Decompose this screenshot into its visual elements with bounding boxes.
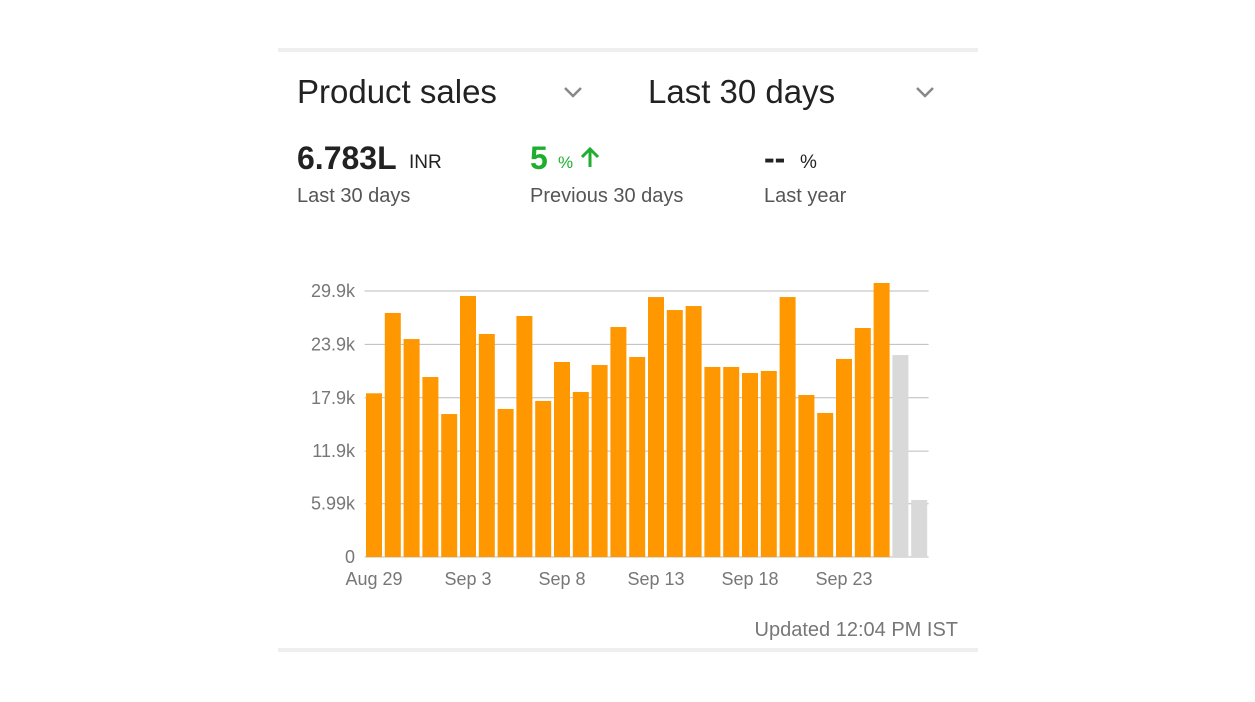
bar bbox=[366, 393, 382, 557]
metric-caption: Previous 30 days bbox=[530, 185, 683, 207]
bar bbox=[629, 357, 646, 557]
x-tick-label: Sep 3 bbox=[444, 569, 491, 589]
dropdown-label[interactable]: Last 30 days bbox=[648, 73, 835, 110]
bar bbox=[384, 312, 401, 557]
bar bbox=[403, 339, 420, 557]
bar bbox=[685, 306, 702, 557]
y-tick-label: 29.9k bbox=[311, 281, 356, 301]
range-dropdown[interactable]: Last 30 days bbox=[648, 73, 934, 110]
y-tick-label: 11.9k bbox=[312, 441, 356, 461]
y-tick-label: 0 bbox=[345, 547, 355, 567]
metric-value: 5 bbox=[530, 140, 548, 176]
metric-caption: Last year bbox=[764, 185, 847, 207]
bar bbox=[535, 400, 552, 557]
bar bbox=[723, 366, 740, 557]
metric-caption: Last 30 days bbox=[297, 185, 410, 207]
y-tick-label: 5.99k bbox=[311, 494, 356, 514]
chevron[interactable] bbox=[916, 87, 934, 98]
metric-unit: % bbox=[800, 152, 817, 173]
metric-unit: % bbox=[558, 153, 573, 172]
card-bottom-border bbox=[278, 648, 978, 652]
bar bbox=[704, 366, 721, 557]
y-tick-label: 23.9k bbox=[311, 334, 356, 354]
bar bbox=[779, 297, 796, 557]
updated-note: Updated 12:04 PM IST bbox=[755, 619, 958, 641]
bar bbox=[422, 377, 439, 557]
bar bbox=[742, 373, 758, 557]
bar bbox=[497, 408, 514, 557]
metric-value: -- bbox=[764, 140, 785, 176]
bar bbox=[610, 327, 627, 557]
bar bbox=[854, 328, 871, 557]
x-tick-label: Sep 8 bbox=[538, 569, 585, 589]
metric-dropdown[interactable]: Product sales bbox=[297, 73, 582, 110]
bar bbox=[441, 414, 458, 557]
bar bbox=[516, 315, 533, 557]
chevron[interactable] bbox=[564, 87, 582, 98]
bar bbox=[836, 358, 852, 557]
bar bbox=[648, 297, 664, 557]
bar bbox=[911, 499, 928, 557]
up-arrow bbox=[580, 146, 600, 167]
x-tick-label: Sep 23 bbox=[815, 569, 872, 589]
bar bbox=[798, 394, 815, 557]
bar bbox=[591, 365, 608, 557]
bar bbox=[873, 282, 890, 557]
bar bbox=[817, 412, 834, 557]
x-tick-label: Aug 29 bbox=[345, 569, 402, 589]
card-top-border bbox=[278, 48, 978, 52]
bar bbox=[478, 333, 495, 557]
y-tick-label: 17.9k bbox=[311, 388, 356, 408]
metric-unit: INR bbox=[409, 152, 442, 173]
bar bbox=[554, 361, 570, 557]
metric-value: 6.783L bbox=[297, 140, 397, 176]
dropdown-label[interactable]: Product sales bbox=[297, 73, 497, 110]
bar bbox=[572, 391, 589, 557]
bar bbox=[666, 310, 683, 557]
bar bbox=[760, 370, 777, 557]
x-tick-label: Sep 18 bbox=[721, 569, 778, 589]
bar bbox=[460, 295, 476, 557]
bar bbox=[892, 355, 909, 557]
x-tick-label: Sep 13 bbox=[627, 569, 684, 589]
chart: 0 5.99k 11.9k 17.9k 23.9k 29.9k Aug 29 Sep 3 Sep… bbox=[311, 281, 929, 589]
